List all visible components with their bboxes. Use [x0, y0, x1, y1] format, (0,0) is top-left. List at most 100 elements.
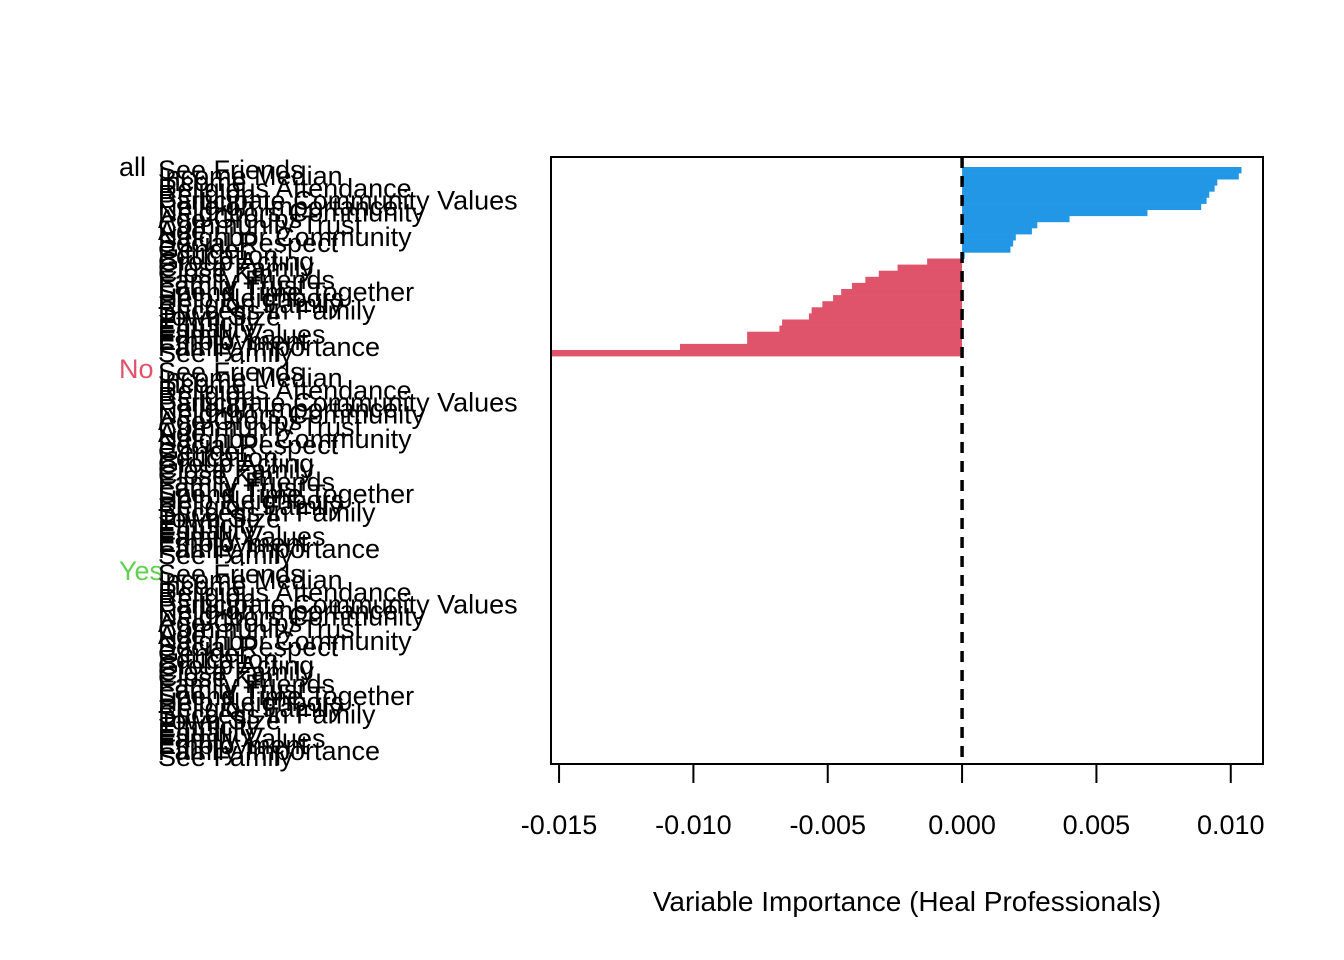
- variable-label: Religion Family: [158, 491, 343, 521]
- variable-label: Success in Family: [158, 699, 376, 729]
- variable-label: Education: [158, 442, 278, 472]
- variable-label: Spend Time Together: [158, 277, 414, 307]
- variable-label: Religion Family: [158, 693, 343, 723]
- variable-label: Participate Community Values: [158, 590, 518, 620]
- variable-label: Town Size: [158, 503, 281, 533]
- variable-label: Equality: [158, 314, 255, 344]
- variable-label: Community Trust: [158, 412, 363, 442]
- variable-label: Age Groups: [158, 406, 302, 436]
- variable-label: Community Trust: [158, 614, 363, 644]
- importance-bar: [878, 270, 963, 278]
- importance-bar: [833, 295, 963, 302]
- importance-bar: [962, 209, 1148, 217]
- x-tick-label: 0.010: [1197, 810, 1265, 840]
- variable-label: Close Kin: [158, 259, 274, 289]
- variable-label: Religion Importance: [158, 596, 398, 626]
- variable-label: Close Kin: [158, 663, 274, 693]
- variable-label: Gender: [158, 234, 248, 264]
- variable-label: Income: [158, 369, 247, 399]
- variable-label: Income: [158, 167, 247, 197]
- x-tick-label: 0.005: [1063, 810, 1131, 840]
- x-tick-label: -0.015: [521, 810, 598, 840]
- variable-label: Religious Attendance: [158, 577, 412, 607]
- importance-bar: [865, 276, 963, 284]
- importance-bars: [551, 167, 1242, 357]
- importance-bar: [747, 331, 963, 339]
- group-label-all: all: [119, 152, 146, 182]
- variable-label: Family Trust: [158, 675, 306, 705]
- variable-label: Income Median: [158, 565, 343, 595]
- x-tick-label: -0.010: [655, 810, 732, 840]
- variable-label: Close Family: [158, 253, 315, 283]
- variable-label: See Friends: [158, 357, 304, 387]
- variable-label: Family Trust: [158, 473, 306, 503]
- variable-label: Equality: [158, 718, 255, 748]
- variable-label: Family Values: [158, 522, 326, 552]
- variable-label: Age Groups: [158, 608, 302, 638]
- importance-bar: [962, 221, 1038, 229]
- group-label-no: No: [119, 354, 154, 384]
- variable-label: Family Importance: [158, 736, 380, 766]
- variable-label: Income Median: [158, 161, 343, 191]
- importance-bar: [811, 307, 963, 314]
- variable-label: Neighbor Community: [158, 424, 412, 454]
- variable-label: See Friends: [158, 559, 304, 589]
- variable-label: Close Kin: [158, 461, 274, 491]
- importance-bar: [782, 319, 963, 326]
- variable-label: Education: [158, 644, 278, 674]
- variable-label: Close Family: [158, 455, 315, 485]
- variable-label: Family Importance: [158, 332, 380, 362]
- variable-label: Family Friends: [158, 467, 335, 497]
- importance-bar: [962, 246, 1011, 253]
- importance-bar: [841, 289, 963, 296]
- variable-label: Gender: [158, 436, 248, 466]
- variable-label: Family Values: [158, 320, 326, 350]
- variable-label: Family Friends: [158, 265, 335, 295]
- variable-label: Neighbors Community: [158, 602, 426, 632]
- x-tick-label: 0.000: [928, 810, 996, 840]
- x-axis-title: Variable Importance (Heal Professionals): [653, 886, 1161, 917]
- importance-bar: [679, 343, 963, 351]
- variable-label: Neighbors Community: [158, 400, 426, 430]
- variable-label: Family Importance: [158, 534, 380, 564]
- variable-label: Social Respect: [158, 430, 339, 460]
- variable-label: Age: [158, 216, 206, 246]
- importance-bar: [962, 215, 1070, 223]
- variable-label: Religion: [158, 583, 256, 613]
- variable-label: Neighbor Community: [158, 222, 412, 252]
- variable-label: Religion Importance: [158, 394, 398, 424]
- variable-label: Family Values: [158, 724, 326, 754]
- variable-label: Community Trust: [158, 210, 363, 240]
- variable-label: Spend Time Together: [158, 681, 414, 711]
- importance-bar: [962, 228, 1032, 235]
- variable-label: Religious Attendance: [158, 375, 412, 405]
- variable-label: Group Acting: [158, 449, 314, 479]
- variable-label: Family Friends: [158, 669, 335, 699]
- variable-label: Group Acting: [158, 247, 314, 277]
- variable-label: Help Neighbors: [158, 283, 344, 313]
- variable-label: Participate Community Values: [158, 388, 518, 418]
- variable-label: Success in Family: [158, 497, 376, 527]
- variable-label: Employment: [158, 730, 309, 760]
- variable-label: Social Respect: [158, 632, 339, 662]
- variable-label: Employment: [158, 326, 309, 356]
- importance-bar: [962, 185, 1215, 192]
- importance-bar: [897, 264, 963, 271]
- x-axis: -0.015 -0.010 -0.005 0.000 0.005 0.010: [521, 763, 1265, 840]
- importance-bar: [779, 325, 963, 332]
- variable-label: Religion Family: [158, 289, 343, 319]
- variable-label: Group Acting: [158, 651, 314, 681]
- variable-label: Town Size: [158, 705, 281, 735]
- variable-label: See Friends: [158, 155, 304, 185]
- importance-bar: [962, 173, 1239, 180]
- variable-label: Close Family: [158, 657, 315, 687]
- importance-bar: [962, 197, 1207, 204]
- variable-label: See Family: [158, 338, 294, 368]
- variable-label: Town Size: [158, 301, 281, 331]
- variable-label: Ethnicity: [158, 712, 261, 742]
- variable-label: Gender: [158, 638, 248, 668]
- importance-bar: [808, 313, 963, 320]
- variable-label: Neighbors Community: [158, 198, 426, 228]
- variable-label: Equality: [158, 516, 255, 546]
